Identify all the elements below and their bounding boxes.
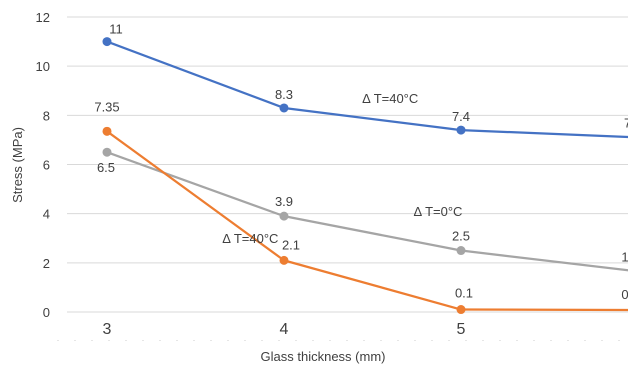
series-line-blue (105, 40, 628, 139)
axis-dot (176, 340, 178, 341)
axis-dot (618, 340, 620, 341)
data-label-gray: 2.5 (452, 229, 470, 244)
axis-dot (482, 340, 484, 341)
marker-blue (102, 37, 112, 47)
axis-dot (57, 340, 59, 341)
data-label-gray: 3.9 (275, 194, 293, 209)
axis-dot (108, 340, 110, 341)
y-tick-label: 6 (43, 158, 50, 173)
axis-dot (550, 340, 552, 341)
data-label-orange: 0.08 (621, 287, 628, 302)
y-tick-label: 10 (36, 59, 50, 74)
axis-dot (227, 340, 229, 341)
y-tick-label: 12 (36, 10, 50, 25)
axis-dot (74, 340, 76, 341)
annotations: Δ T=40°C Δ T=0°C Δ T=40°C (222, 91, 462, 246)
y-tick-label: 8 (43, 108, 50, 123)
gridlines (67, 16, 628, 264)
data-label-orange: 2.1 (282, 237, 300, 252)
series-line-orange (105, 130, 628, 312)
axis-dot (516, 340, 518, 341)
y-tick-label: 4 (43, 207, 50, 222)
x-axis-title: Glass thickness (mm) (261, 349, 386, 364)
annotation-label: Δ T=0°C (414, 204, 463, 219)
y-axis-title: Stress (MPa) (10, 127, 25, 203)
axis-dot (601, 340, 603, 341)
axis-dot (210, 340, 212, 341)
series-line-gray (105, 151, 628, 272)
axis-dot (346, 340, 348, 341)
axis-dot (142, 340, 144, 341)
series-lines (102, 37, 628, 315)
marker-blue (456, 125, 466, 135)
axis-dot (465, 340, 467, 341)
axis-dot (380, 340, 382, 341)
axis-dot (91, 340, 93, 341)
axis-dot (584, 340, 586, 341)
axis-dot (533, 340, 535, 341)
axis-dot (431, 340, 433, 341)
marker-orange (279, 255, 289, 265)
data-label-gray: 6.5 (97, 160, 115, 175)
annotation-label: Δ T=40°C (222, 231, 278, 246)
marker-blue (279, 103, 289, 113)
axis-dot (397, 340, 399, 341)
y-tick-label: 0 (43, 305, 50, 320)
axis-dot (448, 340, 450, 341)
x-tick-label: 4 (280, 321, 289, 338)
axis-dot (329, 340, 331, 341)
data-label-orange: 0.1 (455, 286, 473, 301)
axis-dot (261, 340, 263, 341)
axis-dot (363, 340, 365, 341)
axis-dot (312, 340, 314, 341)
axes: 0246810123456 (36, 10, 628, 341)
marker-orange (456, 305, 466, 315)
marker-gray (279, 211, 289, 221)
data-labels: 11 8.3 7.4 7.1 7.35 2.1 0.1 0.08 6.5 3.9 2.5 1.65 (94, 22, 628, 302)
axis-dot (193, 340, 195, 341)
y-tick-label: 2 (43, 256, 50, 271)
marker-gray (102, 147, 112, 157)
data-label-blue: 11 (109, 22, 123, 37)
marker-gray (456, 246, 466, 256)
annotation-label: Δ T=40°C (362, 91, 418, 106)
axis-dot (414, 340, 416, 341)
data-label-orange: 7.35 (94, 99, 119, 114)
axis-dot (159, 340, 161, 341)
axis-dot (125, 340, 127, 341)
axis-dot (278, 340, 280, 341)
x-tick-label: 5 (457, 321, 466, 338)
axis-dot (499, 340, 501, 341)
axis-dot (244, 340, 246, 341)
data-label-blue: 8.3 (275, 87, 293, 102)
marker-orange (102, 126, 112, 136)
axis-dot (567, 340, 569, 341)
data-label-gray: 1.65 (621, 249, 628, 264)
data-label-blue: 7.1 (624, 115, 628, 130)
axis-dot (295, 340, 297, 341)
data-label-blue: 7.4 (452, 109, 470, 124)
x-tick-label: 3 (103, 321, 112, 338)
